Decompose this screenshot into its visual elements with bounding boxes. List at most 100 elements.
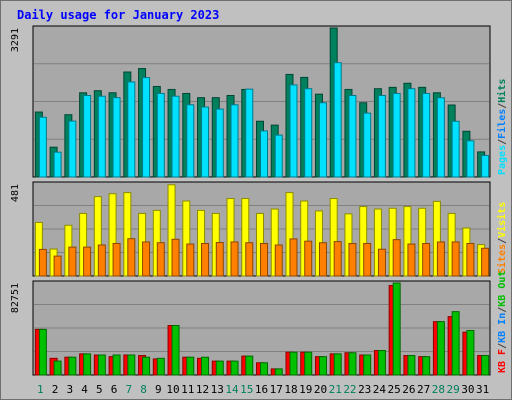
bar-kb-out-day-12: [201, 356, 210, 376]
bar-kb-out-day-10: [171, 325, 180, 376]
bar-pages-day-13: [215, 108, 224, 178]
bar-sites-day-1: [38, 248, 47, 277]
legend-separator: /: [497, 343, 508, 349]
bar-pages-day-14: [230, 104, 239, 178]
bar-pages-day-28: [436, 97, 445, 178]
bar-pages-day-25: [392, 92, 401, 178]
bar-sites-day-5: [97, 244, 106, 277]
y-max-label: 82751: [10, 283, 21, 313]
bar-sites-day-27: [422, 242, 431, 277]
bar-pages-day-27: [422, 92, 431, 178]
bar-kb-out-day-30: [466, 330, 475, 376]
x-tick-label: 26: [402, 383, 415, 396]
bar-kb-out-day-15: [245, 355, 254, 376]
bar-sites-day-8: [142, 241, 151, 277]
bar-pages-day-21: [333, 62, 342, 178]
bar-pages-day-11: [186, 104, 195, 178]
bar-kb-out-day-1: [38, 328, 47, 376]
bar-pages-day-26: [407, 88, 416, 178]
bar-kb-out-day-6: [112, 354, 121, 376]
x-tick-label: 31: [476, 383, 489, 396]
legend-separator: /: [497, 139, 508, 145]
legend-entry-kb-f: KB F: [497, 349, 508, 373]
x-tick-label: 20: [314, 383, 327, 396]
bar-kb-out-day-4: [83, 353, 92, 376]
bar-pages-day-20: [318, 102, 327, 178]
legend-hits-files-pages: Pages/Files/Hits: [496, 79, 508, 175]
x-tick-label: 10: [166, 383, 179, 396]
x-tick-label: 25: [388, 383, 401, 396]
bar-pages-day-29: [451, 120, 460, 178]
bar-sites-day-31: [481, 247, 490, 277]
x-tick-label: 3: [67, 383, 74, 396]
bar-pages-day-16: [260, 130, 268, 178]
bar-pages-day-2: [53, 151, 62, 178]
bar-sites-day-29: [451, 241, 460, 277]
bar-sites-day-10: [171, 238, 180, 277]
bar-pages-day-9: [156, 92, 165, 178]
bar-pages-day-17: [274, 134, 283, 178]
bar-kb-out-day-29: [451, 311, 460, 376]
bar-kb-out-day-16: [260, 362, 268, 376]
bar-sites-day-20: [318, 242, 327, 277]
x-tick-label: 30: [461, 383, 474, 396]
legend-separator: /: [497, 238, 508, 244]
bar-sites-day-22: [348, 242, 357, 277]
bar-pages-day-24: [377, 95, 386, 178]
bar-sites-day-6: [112, 242, 121, 277]
legend-entry-visits: Visits: [496, 202, 508, 238]
bar-pages-day-23: [363, 112, 372, 178]
bar-sites-day-17: [274, 244, 283, 277]
bar-pages-day-8: [142, 77, 151, 178]
legend-entry-pages: Pages: [497, 145, 508, 175]
legend-entry-hits: Hits: [496, 79, 508, 103]
bar-kb-out-day-25: [392, 282, 401, 376]
x-tick-label: 23: [358, 383, 371, 396]
bar-sites-day-14: [230, 241, 239, 277]
legend-separator: /: [497, 103, 508, 109]
bar-kb-out-day-24: [377, 350, 386, 376]
bar-pages-day-7: [127, 81, 136, 178]
bar-kb-out-day-11: [186, 356, 195, 376]
legend-visits-sites: Sites/Visits: [496, 202, 508, 274]
legend-kbytes: KB F/KB In/KB Out: [497, 271, 508, 373]
bar-sites-day-21: [333, 241, 342, 277]
x-tick-label: 27: [417, 383, 430, 396]
bar-sites-day-2: [53, 255, 62, 277]
bar-pages-day-18: [289, 84, 298, 178]
x-tick-label: 18: [284, 383, 297, 396]
bar-sites-day-18: [289, 238, 298, 277]
bar-sites-day-24: [377, 248, 386, 277]
x-tick-label: 13: [211, 383, 224, 396]
bar-sites-day-4: [83, 246, 92, 277]
bar-sites-day-9: [156, 242, 165, 277]
x-tick-label: 6: [111, 383, 118, 396]
legend-entry-files: Files: [496, 109, 508, 139]
bar-sites-day-3: [68, 246, 77, 277]
x-tick-label: 5: [96, 383, 103, 396]
legend-separator: /: [497, 307, 508, 313]
bar-kb-out-day-26: [407, 355, 416, 376]
bar-sites-day-16: [260, 242, 268, 277]
bar-pages-day-12: [201, 106, 210, 178]
x-tick-label: 19: [299, 383, 312, 396]
bar-pages-day-15: [245, 88, 254, 178]
x-tick-label: 1: [37, 383, 44, 396]
bar-kb-out-day-8: [142, 356, 151, 376]
bar-sites-day-7: [127, 238, 136, 277]
bar-sites-day-25: [392, 239, 401, 277]
x-tick-label: 11: [181, 383, 194, 396]
x-tick-label: 17: [270, 383, 283, 396]
bar-kb-out-day-3: [68, 356, 77, 376]
bar-kb-out-day-18: [289, 351, 298, 376]
x-tick-label: 8: [140, 383, 147, 396]
x-tick-label: 2: [52, 383, 59, 396]
bar-pages-day-6: [112, 97, 121, 178]
x-tick-label: 24: [373, 383, 387, 396]
bar-pages-day-5: [97, 95, 106, 178]
bar-kb-out-day-28: [436, 321, 445, 376]
x-tick-label: 14: [225, 383, 239, 396]
bar-kb-out-day-20: [318, 356, 327, 376]
